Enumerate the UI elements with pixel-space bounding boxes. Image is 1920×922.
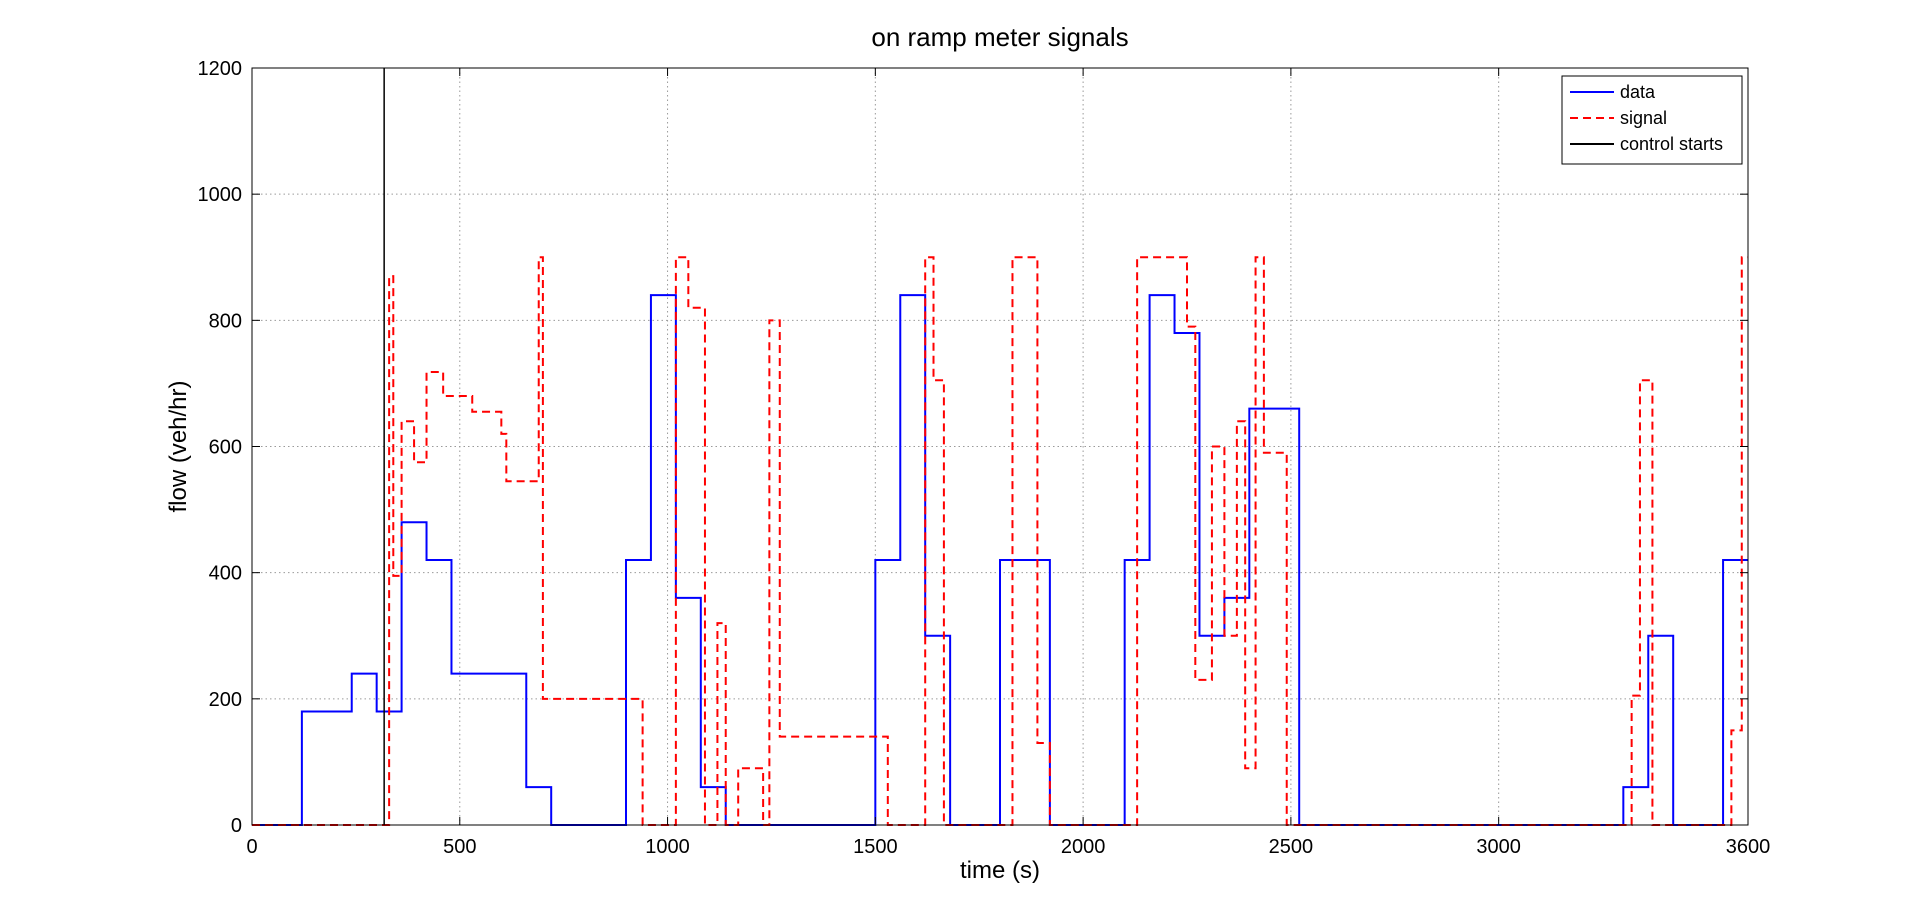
y-tick-label: 1200 [198, 58, 243, 80]
x-tick-label: 1000 [645, 836, 690, 858]
x-tick-label: 0 [246, 836, 257, 858]
y-axis-label: flow (veh/hr) [165, 380, 192, 512]
axis-ticks: 0 500 1000 1500 2000 2500 3000 3600 0 200 400 600 80… [198, 58, 1771, 858]
series-data-line [252, 294, 1748, 826]
y-tick-label: 600 [209, 437, 242, 459]
series-signal-line [252, 256, 1748, 826]
y-tick-label: 1000 [198, 184, 243, 206]
y-tick-label: 0 [231, 815, 242, 837]
x-tick-label: 1500 [853, 836, 898, 858]
y-tick-label: 200 [209, 689, 242, 711]
series-lines [252, 68, 1748, 826]
legend: data signal control starts [1561, 75, 1743, 165]
legend-label: signal [1620, 108, 1667, 128]
x-tick-label: 500 [443, 836, 476, 858]
y-tick-label: 400 [209, 563, 242, 585]
x-axis-label: time (s) [960, 857, 1040, 884]
x-tick-label: 2500 [1269, 836, 1314, 858]
chart-title: on ramp meter signals [871, 22, 1128, 52]
x-tick-label: 2000 [1061, 836, 1106, 858]
x-tick-label: 3000 [1476, 836, 1521, 858]
legend-label: control starts [1620, 134, 1723, 154]
y-tick-label: 800 [209, 310, 242, 332]
legend-box [1561, 75, 1743, 165]
x-tick-label: 3600 [1726, 836, 1771, 858]
legend-label: data [1620, 82, 1656, 102]
